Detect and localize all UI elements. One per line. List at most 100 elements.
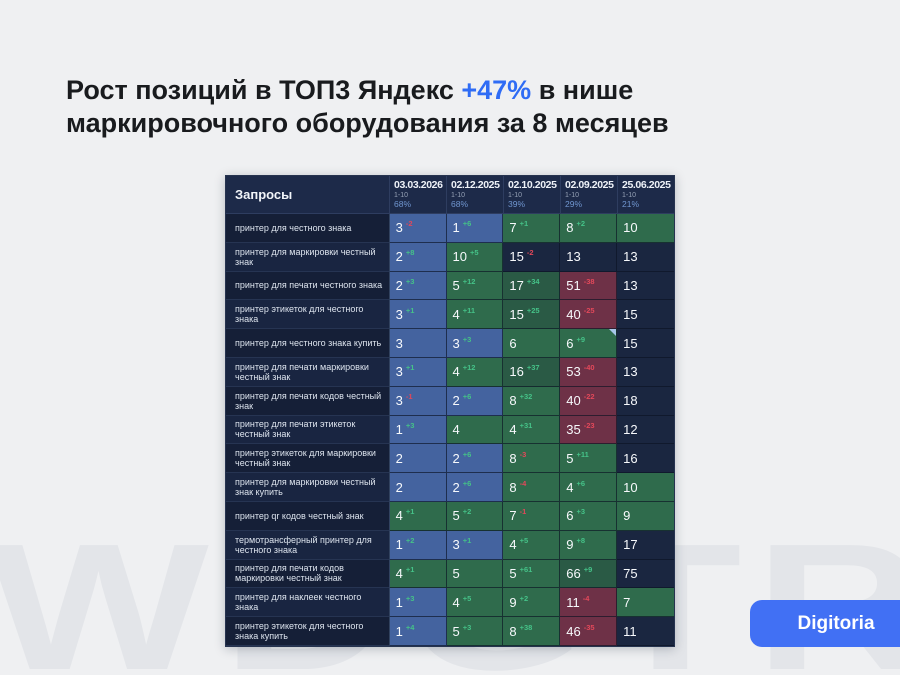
- position-change: +5: [519, 536, 529, 546]
- table-row: принтер для печати честного знака 2 +3 5 +12…: [226, 271, 674, 301]
- position-cell: 46 -35: [560, 617, 618, 646]
- position-value: 1: [395, 421, 403, 437]
- digitoria-button[interactable]: Digitoria: [750, 600, 900, 647]
- position-value: 16: [623, 450, 638, 466]
- query-cell: принтер для честного знака купить: [226, 329, 390, 358]
- column-header: 02.09.2025 1-10 29%: [560, 176, 617, 214]
- position-cell: 9 +8: [560, 530, 618, 560]
- position-change: +6: [462, 219, 472, 229]
- position-cell: 35 -23: [560, 415, 618, 445]
- page-title: Рост позиций в ТОП3 Яндекс +47% в нише ма…: [66, 74, 806, 140]
- position-change: -2: [526, 248, 534, 258]
- position-cell: 7 -1: [503, 501, 561, 531]
- position-cell: 75: [617, 559, 674, 589]
- positions-table: Запросы 03.03.2026 1-10 68% 02.12.2025 1-10 6…: [225, 175, 675, 647]
- position-cell: 66 +9: [560, 559, 618, 589]
- position-cell: 4 +11: [446, 300, 504, 330]
- position-change: -1: [519, 507, 527, 517]
- position-cell: 2: [389, 473, 447, 502]
- position-value: 2: [452, 450, 460, 466]
- position-value: 66: [566, 565, 581, 581]
- table-row: принтер для наклеек честного знака 1 +3 4 +5…: [226, 588, 674, 618]
- position-value: 18: [623, 393, 638, 409]
- query-cell: принтер для маркировки честный знак купи…: [226, 473, 390, 502]
- table-row: принтер этикеток для честного знака купи…: [226, 617, 674, 646]
- position-value: 2: [395, 249, 403, 265]
- position-change: +2: [462, 507, 472, 517]
- position-cell: 7 +1: [503, 214, 561, 243]
- position-value: 3: [452, 537, 460, 553]
- position-cell: 9 +2: [503, 588, 561, 618]
- position-value: 6: [566, 335, 574, 351]
- position-value: 13: [623, 277, 638, 293]
- position-value: 9: [566, 537, 574, 553]
- column-top10-percent: 39%: [508, 199, 526, 210]
- table-row: принтер для печати кодов честный знак 3 -1…: [226, 386, 674, 416]
- position-change: -35: [583, 622, 595, 632]
- position-change: +3: [405, 593, 415, 603]
- position-change: -38: [583, 276, 595, 286]
- position-change: +1: [405, 564, 415, 574]
- date-columns: 03.03.2026 1-10 68% 02.12.2025 1-10 68% 02.10.…: [389, 176, 674, 214]
- position-cell: 3 +3: [446, 329, 504, 358]
- position-change: +6: [462, 478, 472, 488]
- position-change: +2: [405, 536, 415, 546]
- position-cell: 2 +8: [389, 242, 447, 272]
- position-cell: 3 +1: [389, 357, 447, 387]
- table-body: принтер для честного знака 3 -2 1 +6 7 +1 8 +2 10…: [226, 214, 674, 646]
- title-text-after: в нише: [531, 75, 634, 105]
- position-value: 10: [623, 220, 638, 236]
- column-top-range: 1-10: [565, 192, 580, 199]
- position-value: 8: [509, 623, 517, 639]
- position-change: +34: [526, 276, 540, 286]
- position-cell: 10 +5: [446, 242, 504, 272]
- position-value: 6: [566, 508, 574, 524]
- note-corner-icon: [609, 329, 617, 337]
- position-value: 10: [623, 479, 638, 495]
- position-value: 51: [566, 277, 581, 293]
- position-change: +8: [405, 248, 415, 258]
- position-change: +1: [405, 363, 415, 373]
- position-value: 15: [509, 306, 524, 322]
- column-top-range: 1-10: [508, 192, 523, 199]
- position-value: 8: [509, 393, 517, 409]
- query-cell: принтер для маркировки честный знак: [226, 242, 390, 272]
- query-cell: принтер этикеток для честного знака купи…: [226, 617, 390, 646]
- position-cell: 3 +1: [389, 300, 447, 330]
- position-cell: 51 -38: [560, 271, 618, 301]
- position-change: +3: [405, 276, 415, 286]
- position-value: 15: [623, 335, 638, 351]
- position-value: 5: [566, 450, 574, 466]
- position-cell: 2 +6: [446, 386, 504, 416]
- position-value: 3: [395, 393, 403, 409]
- position-cell: 3 -2: [389, 214, 447, 243]
- position-cell: 17: [617, 530, 674, 560]
- position-cell: 11 -4: [560, 588, 618, 618]
- position-value: 15: [509, 249, 524, 265]
- position-cell: 9: [617, 501, 674, 531]
- position-value: 1: [452, 220, 460, 236]
- position-change: +3: [462, 334, 472, 344]
- position-cell: 3 -1: [389, 386, 447, 416]
- position-value: 4: [452, 364, 460, 380]
- position-value: 2: [395, 479, 403, 495]
- position-cell: 1 +3: [389, 588, 447, 618]
- position-value: 4: [509, 537, 517, 553]
- position-value: 4: [452, 421, 460, 437]
- position-value: 5: [509, 565, 517, 581]
- position-change: +1: [519, 219, 529, 229]
- position-cell: 11: [617, 617, 674, 646]
- position-cell: 8 +32: [503, 386, 561, 416]
- position-change: +61: [519, 564, 533, 574]
- table-row: принтер для печати этикеток честный знак…: [226, 415, 674, 445]
- position-cell: 2 +6: [446, 444, 504, 474]
- position-cell: 13: [560, 242, 618, 272]
- position-value: 40: [566, 306, 581, 322]
- position-change: -1: [405, 392, 413, 402]
- query-cell: принтер qr кодов честный знак: [226, 501, 390, 531]
- position-cell: 15 -2: [503, 242, 561, 272]
- position-change: +6: [576, 478, 586, 488]
- position-value: 5: [452, 623, 460, 639]
- position-cell: 5 +11: [560, 444, 618, 474]
- position-cell: 6 +3: [560, 501, 618, 531]
